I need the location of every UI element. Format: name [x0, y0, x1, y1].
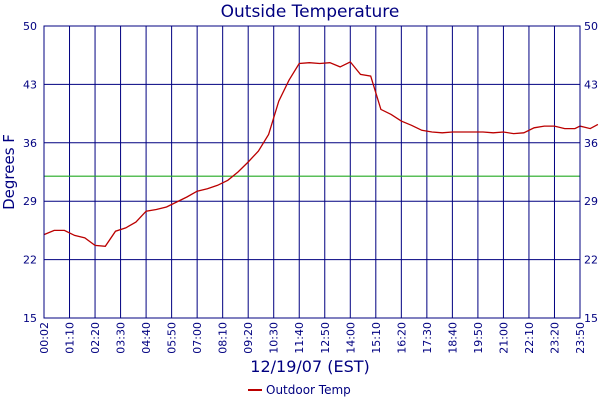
legend: Outdoor Temp	[248, 383, 351, 397]
y-tick-label-left: 15	[23, 312, 37, 325]
x-tick-label: 01:10	[64, 322, 77, 354]
x-tick-label: 02:20	[89, 322, 102, 354]
y-tick-label-right: 50	[584, 20, 598, 33]
y-tick-label-right: 36	[584, 137, 598, 150]
x-tick-label: 10:30	[268, 322, 281, 354]
x-tick-label: 19:50	[472, 322, 485, 354]
x-tick-label: 00:02	[38, 322, 51, 354]
x-tick-label: 23:50	[574, 322, 587, 354]
plot-frame	[43, 25, 581, 319]
x-tick-label: 23:20	[548, 322, 561, 354]
y-tick-label-right: 15	[584, 312, 598, 325]
x-tick-label: 14:00	[344, 322, 357, 354]
x-tick-label: 04:40	[140, 322, 153, 354]
grid-layer	[44, 26, 580, 318]
x-tick-label: 15:10	[370, 322, 383, 354]
x-tick-label: 11:40	[293, 322, 306, 354]
y-tick-label-right: 22	[584, 254, 598, 267]
y-tick-label-left: 50	[23, 20, 37, 33]
x-tick-label: 17:30	[421, 322, 434, 354]
series-line-outdoor-temp	[43, 61, 599, 247]
x-tick-label: 03:30	[115, 322, 128, 354]
y-tick-label-right: 43	[584, 78, 598, 91]
y-tick-labels-right: 15 22 29 36 43 50	[584, 20, 598, 325]
y-tick-label-right: 29	[584, 195, 598, 208]
y-tick-label-left: 43	[23, 78, 37, 91]
x-tick-label: 07:00	[191, 322, 204, 354]
x-tick-label: 18:40	[446, 322, 459, 354]
x-tick-label: 12:50	[319, 322, 332, 354]
x-tick-label: 16:20	[395, 322, 408, 354]
x-tick-label: 21:00	[497, 322, 510, 354]
legend-label-outdoor-temp: Outdoor Temp	[266, 383, 351, 397]
x-tick-label: 22:10	[523, 322, 536, 354]
x-tick-labels: 00:02 01:10 02:20 03:30 04:40 05:50 07:00 08:10…	[38, 322, 587, 354]
y-tick-label-left: 36	[23, 137, 37, 150]
y-tick-label-left: 29	[23, 195, 37, 208]
y-axis-title: Degrees F	[0, 134, 18, 210]
y-tick-label-left: 22	[23, 254, 37, 267]
y-tick-labels-left: 15 22 29 36 43 50	[23, 20, 37, 325]
x-tick-label: 08:10	[217, 322, 230, 354]
x-axis-title: 12/19/07 (EST)	[250, 357, 369, 376]
x-tick-label: 09:20	[242, 322, 255, 354]
x-tick-label: 05:50	[166, 322, 179, 354]
chart-title: Outside Temperature	[221, 2, 400, 22]
series-layer	[43, 61, 599, 247]
